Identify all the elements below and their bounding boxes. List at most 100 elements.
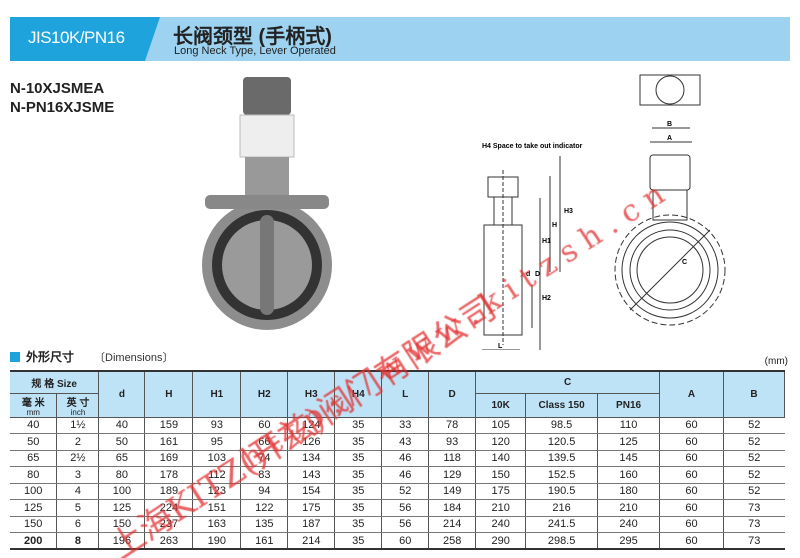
table-cell: 50 [10, 433, 57, 451]
table-cell: 214 [428, 516, 476, 533]
table-cell: 214 [287, 532, 335, 550]
label-l: L [498, 343, 503, 350]
table-cell: 46 [381, 450, 429, 467]
table-cell: 60 [659, 483, 724, 500]
table-cell: 216 [525, 499, 598, 517]
table-cell: 52 [722, 483, 785, 500]
table-cell: 125 [597, 433, 660, 451]
col-header: H [144, 371, 194, 418]
table-cell: 118 [428, 450, 476, 467]
label-d-large: D [535, 271, 540, 278]
table-cell: 184 [428, 499, 476, 517]
table-cell: 129 [428, 466, 476, 484]
table-row: 80 3 80 178 112 83 143 35 46 129 150 152.5 160 60 52 [10, 466, 785, 484]
table-cell: 159 [144, 417, 193, 434]
table-cell: 150 [98, 516, 145, 533]
table-cell: 120 [475, 433, 526, 451]
table-row: 150 6 150 237 163 135 187 35 56 214 240 241.5 240 60 7… [10, 516, 785, 533]
table-cell: 110 [597, 417, 660, 434]
table-cell: 154 [287, 483, 335, 500]
table-row: 40 1½ 40 159 93 60 124 35 33 78 105 98.5 110 60 52 [10, 417, 785, 434]
table-cell: 125 [10, 499, 57, 517]
table-cell: 52 [722, 466, 785, 484]
table-cell: 8 [56, 532, 99, 550]
table-cell: 73 [722, 499, 785, 517]
table-cell: 139.5 [525, 450, 598, 467]
table-cell: 5 [56, 499, 99, 517]
title-banner: JIS10K/PN16 长阀颈型 (手柄式) Long Neck Type, L… [10, 17, 790, 61]
label-h: H [552, 222, 557, 229]
table-cell: 65 [98, 450, 145, 467]
col-header-inch: 英 寸 inch [56, 393, 100, 418]
table-cell: 196 [98, 532, 145, 550]
table-cell: 241.5 [525, 516, 598, 533]
table-cell: 40 [98, 417, 145, 434]
table-row: 100 4 100 189 123 94 154 35 52 149 175 190.5 180 60 52 [10, 483, 785, 500]
table-cell: 1½ [56, 417, 99, 434]
table-cell: 98.5 [525, 417, 598, 434]
label-b: B [667, 121, 672, 128]
table-cell: 240 [597, 516, 660, 533]
model-number: N-PN16XJSME [10, 99, 115, 116]
table-cell: 80 [10, 466, 57, 484]
table-cell: 73 [722, 516, 785, 533]
table-cell: 52 [381, 483, 429, 500]
table-cell: 161 [144, 433, 193, 451]
table-cell: 43 [381, 433, 429, 451]
table-cell: 103 [192, 450, 241, 467]
table-cell: 200 [10, 532, 57, 550]
table-cell: 190.5 [525, 483, 598, 500]
table-cell: 66 [240, 433, 288, 451]
table-cell: 56 [381, 516, 429, 533]
model-number: N-10XJSMEA [10, 80, 105, 97]
table-cell: 161 [240, 532, 288, 550]
table-cell: 65 [10, 450, 57, 467]
col-header: H4 [334, 371, 383, 418]
size-header: 规 格 Size [10, 371, 100, 394]
table-cell: 210 [597, 499, 660, 517]
table-cell: 169 [144, 450, 193, 467]
table-cell: 145 [597, 450, 660, 467]
col-header-mm: 毫 米 mm [10, 393, 58, 418]
table-cell: 140 [475, 450, 526, 467]
table-cell: 93 [428, 433, 476, 451]
table-cell: 60 [659, 516, 724, 533]
dimensions-table: 规 格 Size d H H1 H2 H3 H4 L D C A B 毫 米 mm… [10, 370, 786, 550]
table-cell: 290 [475, 532, 526, 550]
table-cell: 152.5 [525, 466, 598, 484]
table-cell: 143 [287, 466, 335, 484]
table-cell: 100 [98, 483, 145, 500]
table-row: 125 5 125 224 151 122 175 35 56 184 210 216 210 60 73 [10, 499, 785, 517]
table-cell: 52 [722, 433, 785, 451]
table-cell: 180 [597, 483, 660, 500]
col-header-c: C [475, 371, 661, 394]
col-header-class150: Class 150 [525, 393, 599, 418]
table-cell: 122 [240, 499, 288, 517]
table-cell: 60 [659, 450, 724, 467]
col-header-pn16: PN16 [597, 393, 661, 418]
table-cell: 123 [192, 483, 241, 500]
table-cell: 60 [659, 499, 724, 517]
table-cell: 93 [192, 417, 241, 434]
table-cell: 237 [144, 516, 193, 533]
table-cell: 73 [722, 532, 785, 550]
inch-label: inch [70, 407, 86, 417]
col-header: H3 [287, 371, 336, 418]
table-cell: 46 [381, 466, 429, 484]
bullet-square-icon [10, 352, 20, 362]
table-cell: 35 [334, 433, 382, 451]
table-cell: 35 [334, 466, 382, 484]
table-cell: 2 [56, 433, 99, 451]
table-cell: 178 [144, 466, 193, 484]
indicator-space-note: H4 Space to take out indicator [482, 143, 583, 150]
table-cell: 35 [334, 499, 382, 517]
table-cell: 60 [659, 433, 724, 451]
inch-cn-label: 英 寸 [66, 397, 90, 409]
table-cell: 40 [10, 417, 57, 434]
table-cell: 150 [475, 466, 526, 484]
table-cell: 240 [475, 516, 526, 533]
table-row: 65 2½ 65 169 103 74 134 35 46 118 140 139.5 145 60 52 [10, 450, 785, 467]
table-cell: 52 [722, 450, 785, 467]
table-cell: 150 [10, 516, 57, 533]
label-h1: H1 [542, 238, 551, 245]
